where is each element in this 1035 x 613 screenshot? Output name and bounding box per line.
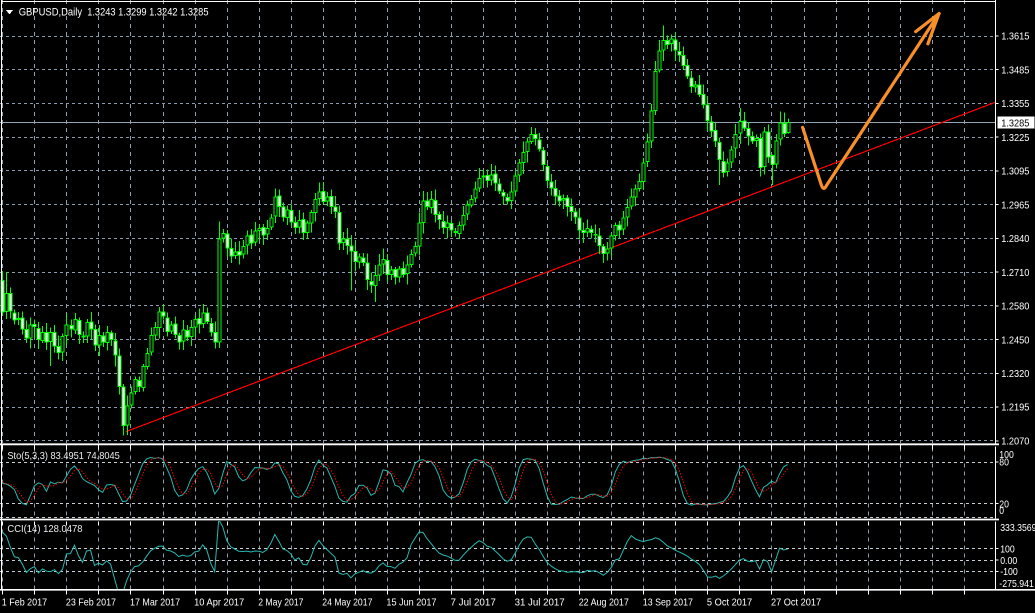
svg-text:1 Feb 2017: 1 Feb 2017 <box>2 597 47 609</box>
svg-text:1.2965: 1.2965 <box>1001 199 1029 211</box>
svg-text:1.3485: 1.3485 <box>1001 64 1029 76</box>
svg-text:24 May 2017: 24 May 2017 <box>322 597 372 609</box>
svg-text:13 Sep 2017: 13 Sep 2017 <box>643 597 693 609</box>
svg-text:17 Mar 2017: 17 Mar 2017 <box>130 597 180 609</box>
svg-text:5 Oct 2017: 5 Oct 2017 <box>707 597 752 609</box>
svg-text:1.2710: 1.2710 <box>1001 267 1029 279</box>
svg-text:10 Apr 2017: 10 Apr 2017 <box>194 597 244 609</box>
svg-text:1.2580: 1.2580 <box>1001 301 1029 313</box>
svg-text:GBPUSD,Daily: GBPUSD,Daily <box>19 6 83 18</box>
svg-text:-100: -100 <box>1000 566 1018 578</box>
svg-text:1.3285: 1.3285 <box>1001 118 1029 130</box>
svg-text:80: 80 <box>999 457 1009 469</box>
svg-text:1.2450: 1.2450 <box>1001 334 1029 346</box>
svg-text:1.2320: 1.2320 <box>1001 368 1029 380</box>
svg-text:1.2070: 1.2070 <box>1001 436 1029 448</box>
svg-text:1.3615: 1.3615 <box>1001 31 1029 43</box>
svg-text:1.3225: 1.3225 <box>1001 132 1029 144</box>
svg-text:1.3243 1.3299 1.3242 1.3285: 1.3243 1.3299 1.3242 1.3285 <box>87 6 208 18</box>
svg-text:15 Jun 2017: 15 Jun 2017 <box>386 597 436 609</box>
svg-text:1.3095: 1.3095 <box>1001 166 1029 178</box>
svg-text:333.3569: 333.3569 <box>1000 522 1035 534</box>
svg-text:1.3355: 1.3355 <box>1001 98 1029 110</box>
svg-text:23 Feb 2017: 23 Feb 2017 <box>66 597 116 609</box>
svg-text:-275.941: -275.941 <box>999 578 1034 590</box>
svg-text:100: 100 <box>1000 543 1015 555</box>
svg-text:1.2840: 1.2840 <box>1001 233 1029 245</box>
svg-text:2 May 2017: 2 May 2017 <box>258 597 303 609</box>
svg-text:0.00: 0.00 <box>1000 555 1017 567</box>
svg-text:7 Jul 2017: 7 Jul 2017 <box>451 597 496 609</box>
svg-text:20: 20 <box>999 498 1009 510</box>
svg-text:CCI(14) 128.0478: CCI(14) 128.0478 <box>7 523 82 535</box>
svg-text:22 Aug 2017: 22 Aug 2017 <box>579 597 629 609</box>
svg-text:27 Oct 2017: 27 Oct 2017 <box>771 597 821 609</box>
svg-text:100: 100 <box>999 449 1014 461</box>
svg-text:1.2195: 1.2195 <box>1001 402 1029 414</box>
svg-text:31 Jul 2017: 31 Jul 2017 <box>515 597 565 609</box>
svg-text:0: 0 <box>999 505 1004 517</box>
svg-text:Sto(5,3,3) 83.4951 74.8045: Sto(5,3,3) 83.4951 74.8045 <box>7 450 120 462</box>
